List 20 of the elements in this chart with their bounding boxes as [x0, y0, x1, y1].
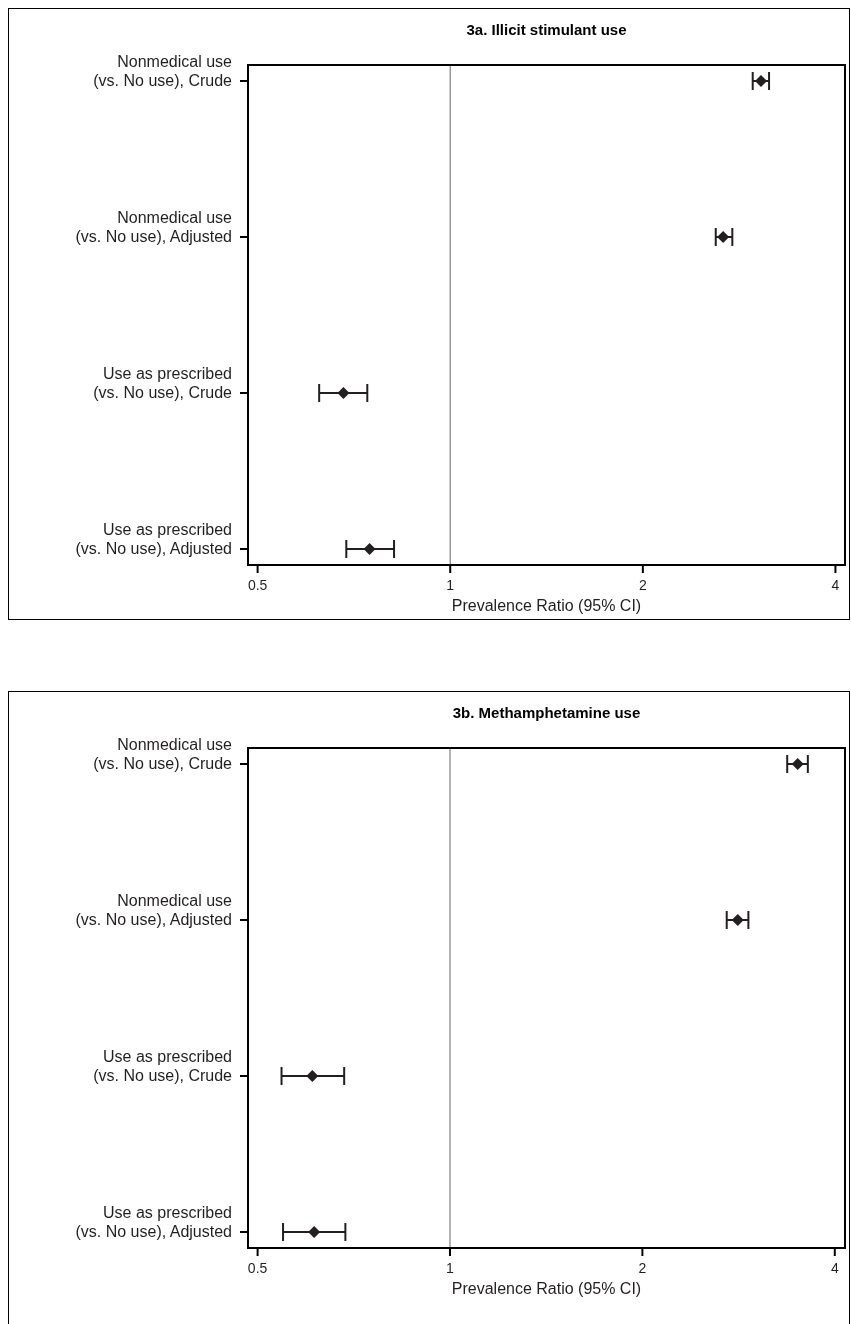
chart-title: 3b. Methamphetamine use [452, 704, 641, 721]
y-tick-label: Nonmedical use (vs. No use), Adjusted [75, 892, 233, 928]
y-tick-label: Nonmedical use (vs. No use), Crude [93, 736, 233, 772]
x-axis-title: Prevalence Ratio (95% CI) [451, 1280, 642, 1297]
x-tick-label: 4 [831, 577, 840, 593]
x-axis-title: Prevalence Ratio (95% CI) [451, 597, 642, 614]
y-tick-label: Use as prescribed (vs. No use), Adjusted [75, 1204, 232, 1240]
y-tick-label: Nonmedical use (vs. No use), Crude [93, 53, 233, 89]
x-tick-label: 0.5 [247, 1260, 268, 1276]
x-tick-label: 1 [446, 577, 455, 593]
x-tick-label: 4 [830, 1260, 839, 1276]
y-tick-label: Use as prescribed (vs. No use), Adjusted [75, 521, 232, 557]
chart-title: 3a. Illicit stimulant use [466, 21, 627, 38]
y-tick-label: Nonmedical use (vs. No use), Adjusted [75, 209, 233, 245]
x-tick-label: 2 [638, 577, 647, 593]
y-tick-label: Use as prescribed (vs. No use), Crude [93, 1048, 233, 1084]
y-tick-label: Use as prescribed (vs. No use), Crude [93, 365, 233, 401]
x-tick-label: 0.5 [247, 577, 268, 593]
x-tick-label: 2 [638, 1260, 647, 1276]
x-tick-label: 1 [446, 1260, 455, 1276]
